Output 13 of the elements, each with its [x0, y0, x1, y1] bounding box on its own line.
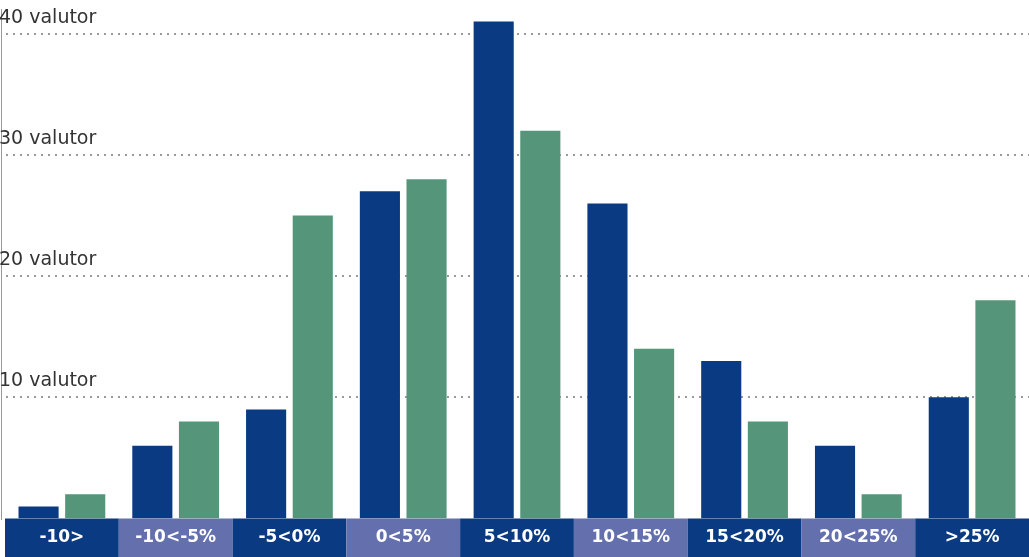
y-tick-label: 10 valutor	[0, 368, 97, 391]
x-tick-label: -10>	[39, 526, 85, 547]
y-tick-label: 40 valutor	[0, 4, 97, 27]
x-tick-label: -5<0%	[258, 526, 321, 547]
x-tick-label: 0<5%	[375, 526, 431, 547]
y-tick-label: 20 valutor	[0, 247, 97, 270]
x-tick-label: 5<10%	[483, 526, 551, 547]
y-tick-label: 30 valutor	[0, 125, 97, 148]
x-tick-label: -10<-5%	[135, 526, 217, 547]
x-tick-label: >25%	[944, 526, 1000, 547]
x-tick-label: 10<15%	[591, 526, 671, 547]
x-tick-label: 15<20%	[705, 526, 784, 547]
x-tick-label: 20<25%	[819, 526, 898, 547]
